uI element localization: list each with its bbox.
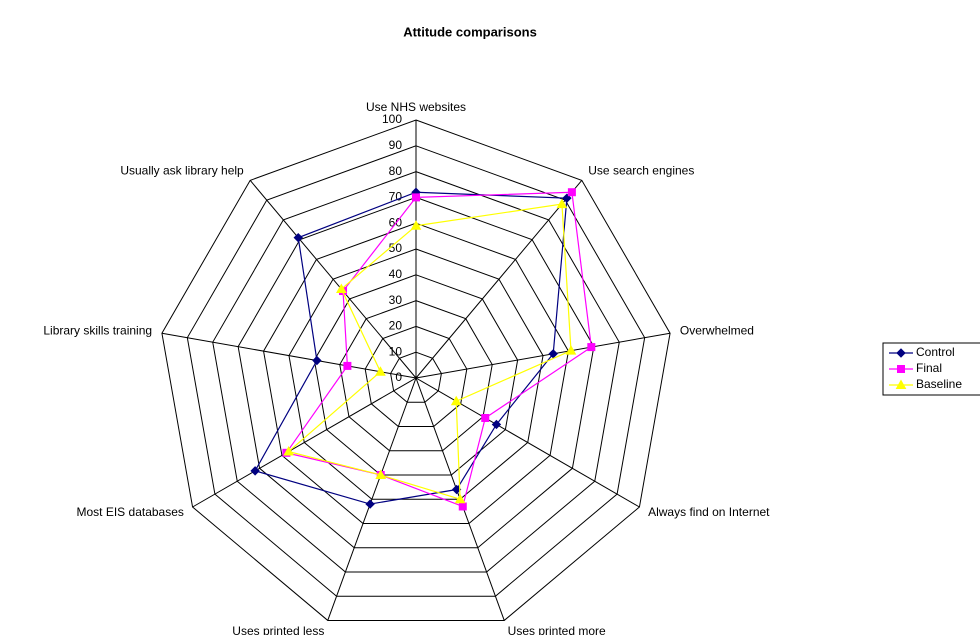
category-label: Use NHS websites [366,100,466,114]
data-point [895,379,907,389]
axis-spoke [327,377,417,621]
data-point [375,469,387,479]
data-point [312,355,322,366]
data-point [365,499,375,509]
r-tick-label: 20 [389,319,403,333]
grid-ring [313,274,519,476]
data-point [250,466,260,476]
axis-spoke [415,377,640,508]
r-tick-label: 50 [389,241,403,255]
axis-spoke [161,332,417,379]
r-tick-label: 90 [389,138,403,152]
axis-spoke [415,332,671,379]
data-point [548,349,558,359]
legend-label: Control [916,345,955,359]
r-tick-label: 40 [389,267,403,281]
category-label: Library skills training [43,323,152,337]
data-point [567,188,576,197]
category-label: Most EIS databases [77,505,184,519]
r-tick-label: 70 [389,190,403,204]
data-point [565,345,577,355]
r-tick-label: 0 [395,370,402,384]
series-line [254,191,568,505]
series-line [287,203,572,501]
data-point [454,493,466,504]
data-point [556,198,568,209]
data-point [375,366,386,376]
data-point [336,283,347,294]
data-point [491,419,502,430]
data-point [293,232,303,243]
data-point [897,365,905,373]
legend-label: Baseline [916,377,962,391]
data-point [450,395,462,406]
category-label: Uses printed less [232,624,324,635]
data-point [343,361,352,370]
grid-ring [263,222,569,524]
grid-ring [212,171,620,573]
category-label: Usually ask library help [120,163,244,177]
series-line [285,191,592,508]
data-point [410,220,422,230]
data-point [587,343,596,352]
data-point [896,348,906,358]
grid-ring [339,300,493,452]
grid-ring [288,248,544,500]
chart-title: Attitude comparisons [403,24,537,39]
category-label: Overwhelmed [680,323,754,337]
legend-label: Final [916,361,942,375]
grid-ring [237,196,595,549]
r-tick-label: 10 [389,344,403,358]
r-tick-label: 30 [389,293,403,307]
data-point [412,193,420,202]
category-label: Always find on Internet [648,505,770,519]
data-point [283,446,294,456]
axis-spoke [249,180,417,379]
r-tick-label: 80 [389,164,403,178]
grid-ring [161,119,671,621]
category-label: Use search engines [588,163,694,177]
grid-ring [364,325,468,427]
axis-spoke [415,180,583,379]
grid-ring [390,351,442,403]
r-tick-label: 100 [382,112,402,126]
axis-spoke [192,377,417,508]
data-point [458,502,467,511]
data-point [481,413,490,422]
grid-ring [186,145,646,597]
category-label: Uses printed more [508,624,606,635]
